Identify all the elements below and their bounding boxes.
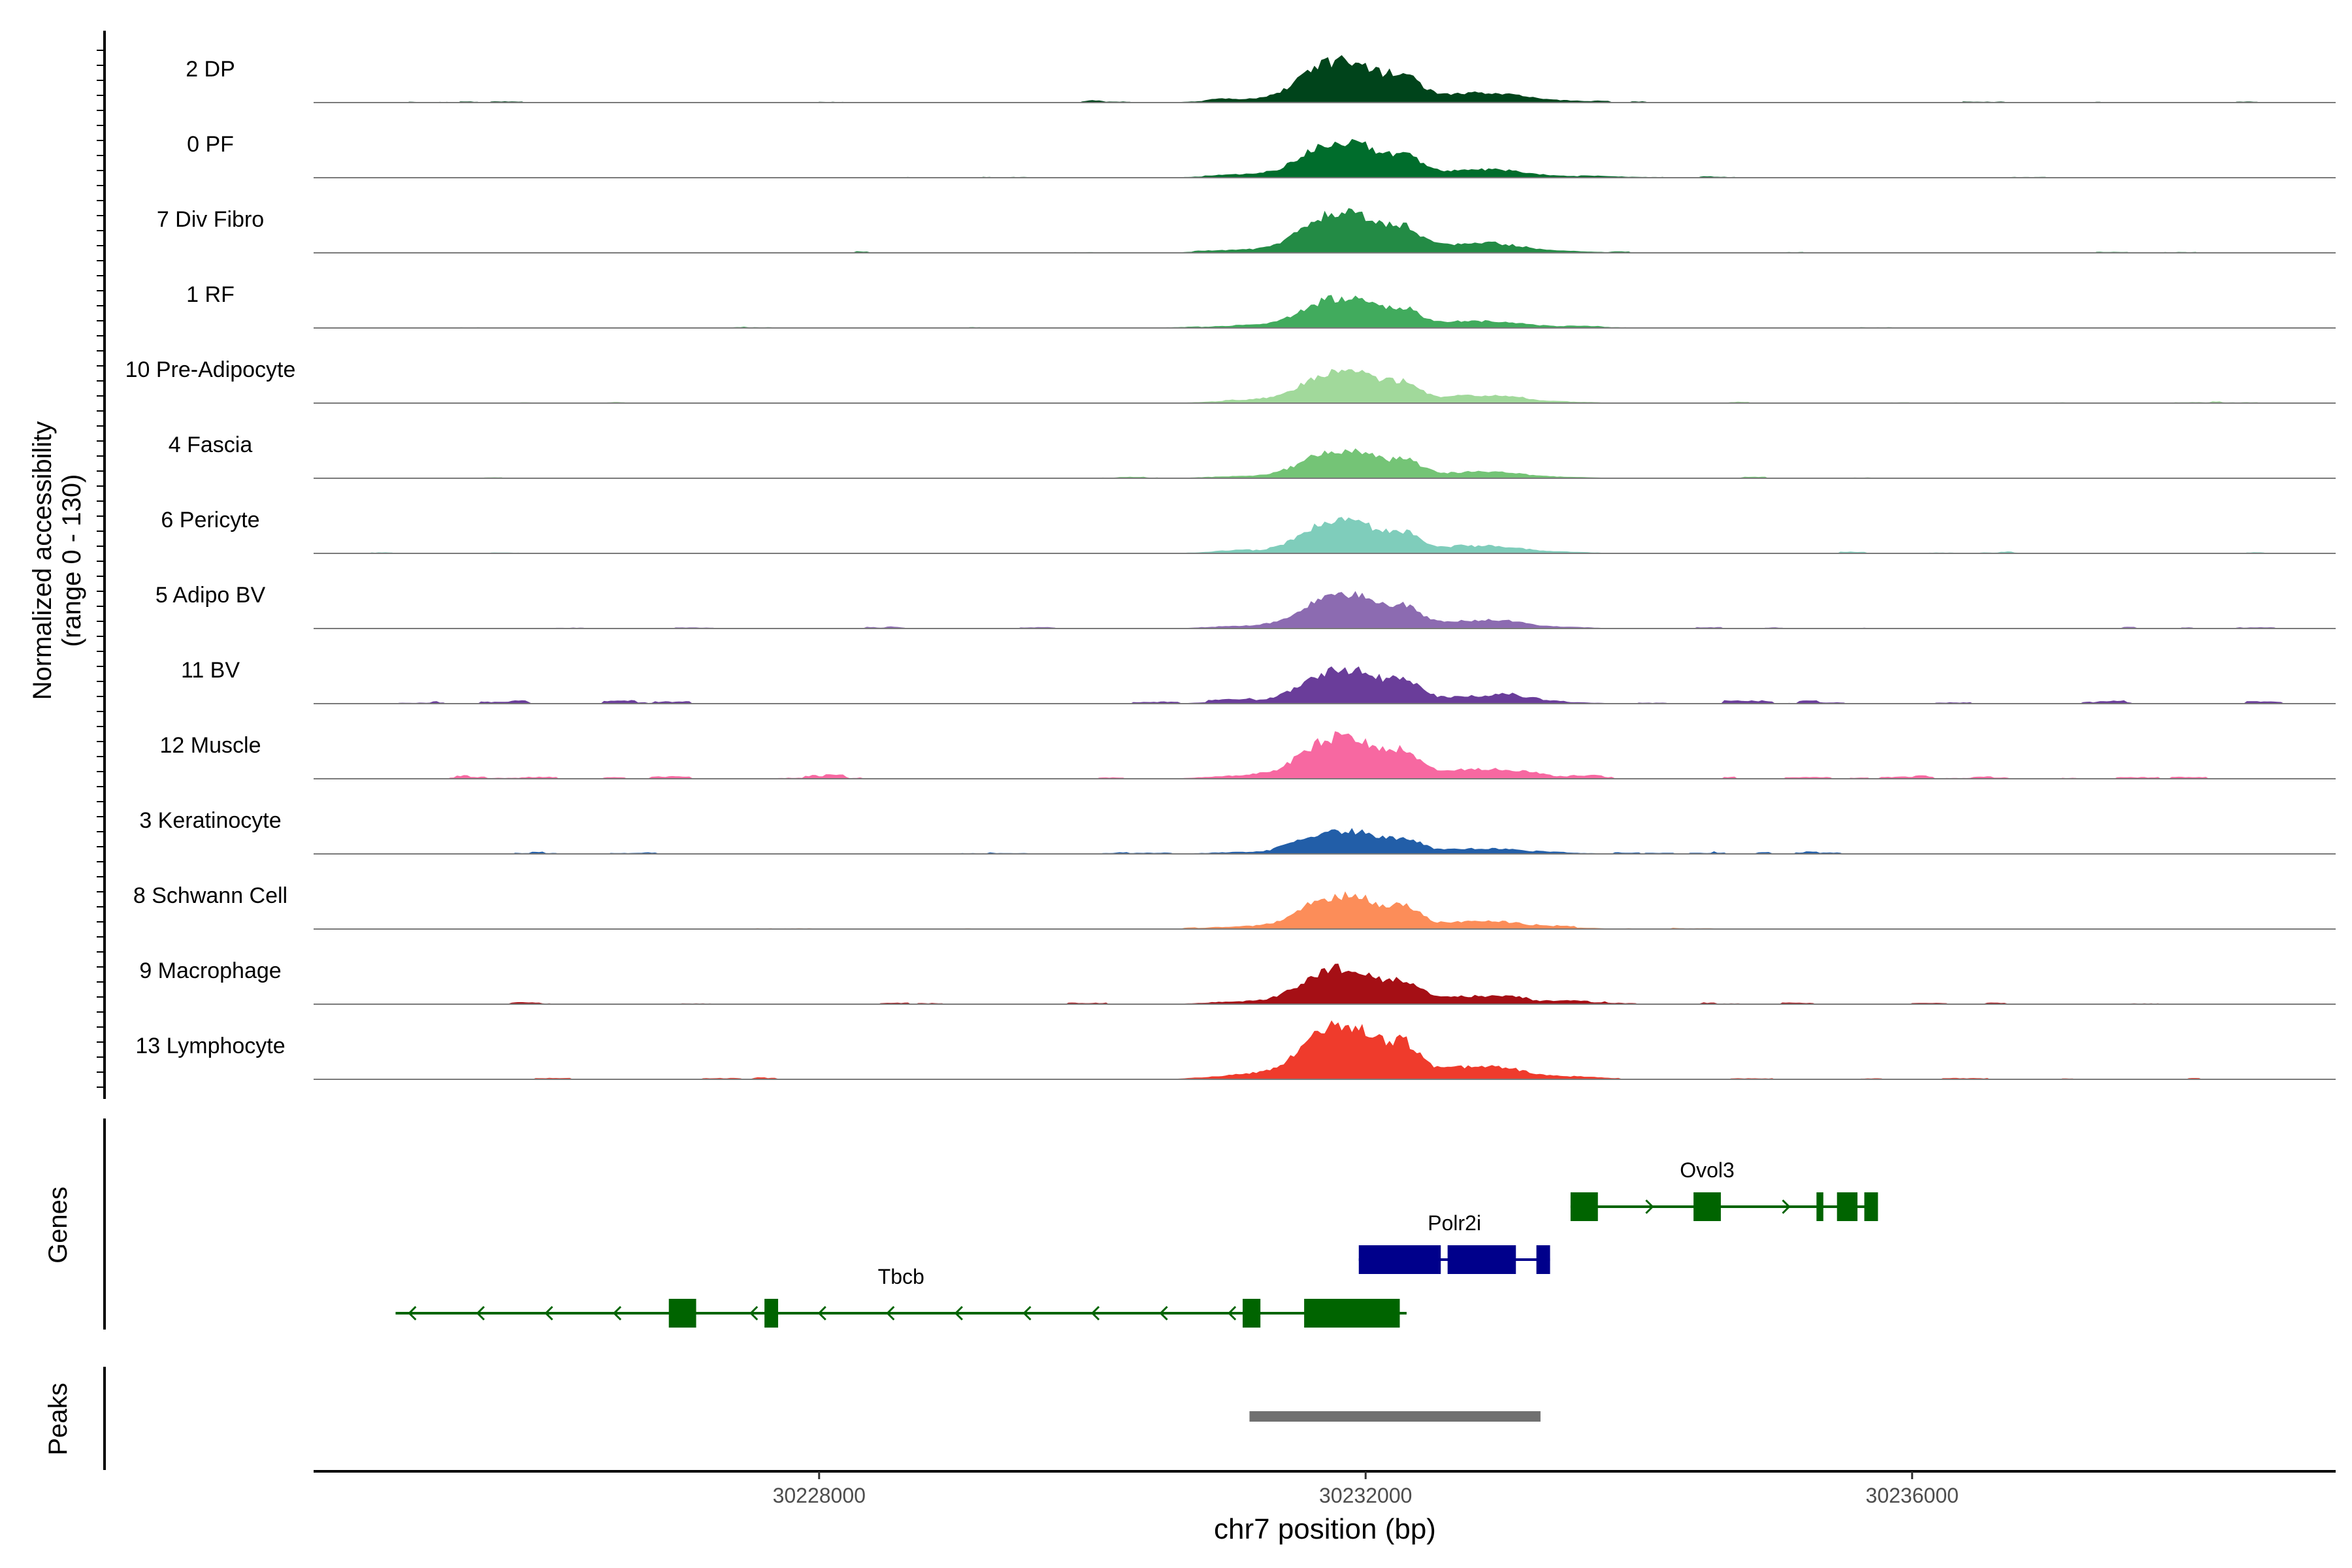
x-tick-label: 30232000 — [1319, 1484, 1412, 1507]
coverage-area — [314, 891, 2336, 929]
track-label: 0 PF — [187, 132, 234, 157]
gene-exon — [1816, 1192, 1823, 1221]
peaks-track-label: Peaks — [44, 1382, 73, 1455]
strand-arrow — [954, 1305, 963, 1321]
track-label: 7 Div Fibro — [157, 207, 264, 232]
track-13: 13 Lymphocyte — [135, 1020, 2336, 1080]
gene-exon — [1570, 1192, 1598, 1221]
strand-arrow — [817, 1305, 826, 1321]
strand-arrow — [1645, 1199, 1654, 1215]
coverage-area — [314, 666, 2336, 704]
strand-arrow — [749, 1305, 759, 1321]
gene-Ovol3: Ovol3 — [1570, 1158, 1878, 1221]
gene-label: Tbcb — [878, 1265, 924, 1288]
gene-exon — [1536, 1245, 1550, 1274]
track-7: 5 Adipo BV — [155, 583, 2336, 629]
x-axis: 30228000 30232000 30236000 — [314, 1470, 2336, 1507]
y-axis-label-line2: (range 0 - 130) — [57, 474, 86, 647]
strand-arrow — [1090, 1305, 1100, 1321]
gene-label: Ovol3 — [1680, 1158, 1735, 1182]
strand-arrow — [1227, 1305, 1237, 1321]
coverage-area — [314, 963, 2336, 1004]
track-label: 10 Pre-Adipocyte — [125, 357, 296, 382]
gene-Polr2i: Polr2i — [1358, 1211, 1550, 1274]
gene-exon — [1864, 1192, 1878, 1221]
gene-exon — [1358, 1245, 1441, 1274]
track-9: 12 Muscle — [160, 731, 2336, 779]
gene-exon — [668, 1299, 696, 1328]
gene-label: Polr2i — [1428, 1211, 1481, 1235]
track-label: 6 Pericyte — [161, 508, 259, 532]
track-label: 9 Macrophage — [139, 958, 281, 983]
track-label: 4 Fascia — [169, 433, 253, 457]
track-10: 3 Keratinocyte — [139, 808, 2336, 855]
gene-exon — [1693, 1192, 1721, 1221]
coverage-area — [314, 448, 2336, 478]
track-label: 8 Schwann Cell — [133, 883, 287, 908]
coverage-area — [314, 208, 2336, 253]
track-label: 13 Lymphocyte — [135, 1034, 285, 1058]
gene-exon — [1304, 1299, 1400, 1328]
coverage-area — [314, 139, 2336, 178]
coverage-area — [314, 828, 2336, 854]
gene-Tbcb: Tbcb — [395, 1265, 1407, 1328]
track-label: 11 BV — [181, 658, 240, 683]
track-label: 12 Muscle — [160, 733, 261, 758]
track-3: 1 RF — [186, 282, 2336, 329]
coverage-area — [314, 1020, 2336, 1079]
coverage-tracks: 2 DP 0 PF 7 Div Fibro 1 RF 10 Pre-Adipocyte 4… — [97, 31, 2336, 1099]
strand-arrow — [886, 1305, 895, 1321]
coverage-area — [314, 55, 2336, 103]
genes-track-label: Genes — [44, 1186, 73, 1264]
gene-exon — [1447, 1245, 1516, 1274]
track-5: 4 Fascia — [169, 433, 2336, 479]
gene-exon — [1243, 1299, 1261, 1328]
strand-arrow — [544, 1305, 553, 1321]
gene-exon — [1837, 1192, 1858, 1221]
track-label: 5 Adipo BV — [155, 583, 266, 608]
coverage-area — [314, 295, 2336, 328]
strand-arrow — [612, 1305, 622, 1321]
strand-arrow — [1159, 1305, 1168, 1321]
strand-arrow — [1782, 1199, 1791, 1215]
track-label: 1 RF — [186, 282, 235, 307]
x-tick-label: 30236000 — [1866, 1484, 1959, 1507]
track-label: 3 Keratinocyte — [139, 808, 281, 833]
strand-arrow — [408, 1305, 417, 1321]
track-0: 2 DP — [186, 55, 2336, 103]
coverage-area — [314, 368, 2336, 403]
strand-arrow — [476, 1305, 485, 1321]
track-2: 7 Div Fibro — [157, 207, 2336, 253]
track-12: 9 Macrophage — [139, 958, 2336, 1005]
track-11: 8 Schwann Cell — [133, 883, 2336, 930]
track-4: 10 Pre-Adipocyte — [125, 357, 2336, 404]
track-label: 2 DP — [186, 57, 235, 82]
gene-track: Tbcb Polr2i Ovol3 — [103, 1119, 1878, 1330]
track-6: 6 Pericyte — [161, 508, 2336, 554]
coverage-area — [314, 517, 2336, 553]
y-axis-label-line1: Normalized accessibility — [28, 421, 57, 700]
coverage-area — [314, 731, 2336, 779]
gene-exon — [764, 1299, 779, 1328]
track-8: 11 BV — [181, 658, 2336, 704]
peak-region — [1249, 1411, 1541, 1422]
x-axis-label: chr7 position (bp) — [1214, 1513, 1436, 1545]
strand-arrow — [1022, 1305, 1032, 1321]
coverage-area — [314, 591, 2336, 629]
track-1: 0 PF — [187, 132, 2336, 178]
peak-track — [103, 1367, 1541, 1470]
x-tick-label: 30228000 — [773, 1484, 866, 1507]
